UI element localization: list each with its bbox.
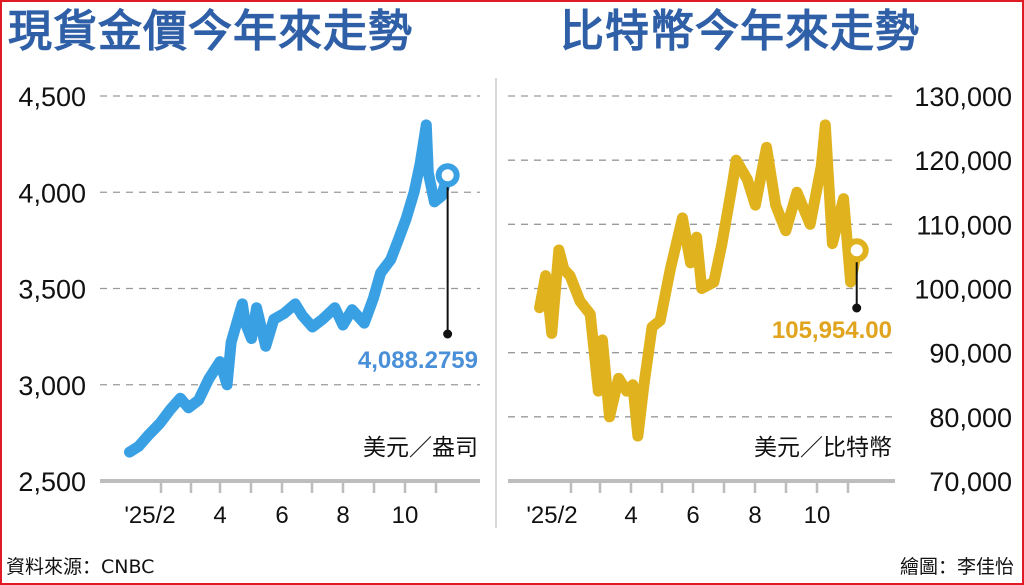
- y-tick-label: 4,500: [18, 82, 86, 112]
- unit-label: 美元／盎司: [363, 435, 478, 461]
- data-source: 資料來源：CNBC: [6, 556, 155, 578]
- bitcoin-price-line: [534, 119, 863, 442]
- bitcoin-chart-title: 比特幣今年來走勢: [560, 6, 920, 57]
- x-tick-label: 8: [748, 502, 761, 529]
- y-tick-label: 130,000: [914, 82, 1012, 112]
- x-tick-label: '25/2: [526, 502, 577, 529]
- x-tick-label: 8: [336, 502, 349, 529]
- y-tick-label: 4,000: [18, 178, 86, 208]
- x-tick-label: 10: [804, 502, 831, 529]
- y-tick-label: 80,000: [929, 403, 1012, 433]
- graphic-credit: 繪圖：李佳怡: [899, 556, 1014, 578]
- panel-divider: [495, 78, 497, 528]
- y-tick-label: 90,000: [929, 339, 1012, 369]
- y-tick-label: 100,000: [914, 275, 1012, 305]
- x-tick-label: 10: [392, 502, 419, 529]
- latest-value-label: 4,088.2759: [358, 347, 478, 374]
- annotation-dot: [443, 329, 453, 339]
- y-tick-label: 120,000: [914, 146, 1012, 176]
- annotation-dot: [852, 303, 862, 313]
- latest-point-marker: [844, 238, 869, 263]
- y-tick-label: 3,500: [18, 275, 86, 305]
- gold-price-line: [123, 119, 454, 458]
- x-tick-label: 4: [624, 502, 637, 529]
- x-tick-label: 4: [213, 502, 226, 529]
- y-tick-label: 3,000: [18, 371, 86, 401]
- latest-value-label: 105,954.00: [772, 317, 892, 344]
- gold-chart-title: 現貨金價今年來走勢: [8, 6, 413, 57]
- y-tick-label: 110,000: [916, 210, 1012, 240]
- x-tick-label: 6: [275, 502, 288, 529]
- latest-point-marker: [435, 163, 460, 188]
- x-tick-label: 6: [686, 502, 699, 529]
- x-tick-label: '25/2: [124, 502, 175, 529]
- y-tick-label: 2,500: [18, 467, 86, 497]
- y-tick-label: 70,000: [929, 467, 1012, 497]
- unit-label: 美元／比特幣: [754, 435, 892, 461]
